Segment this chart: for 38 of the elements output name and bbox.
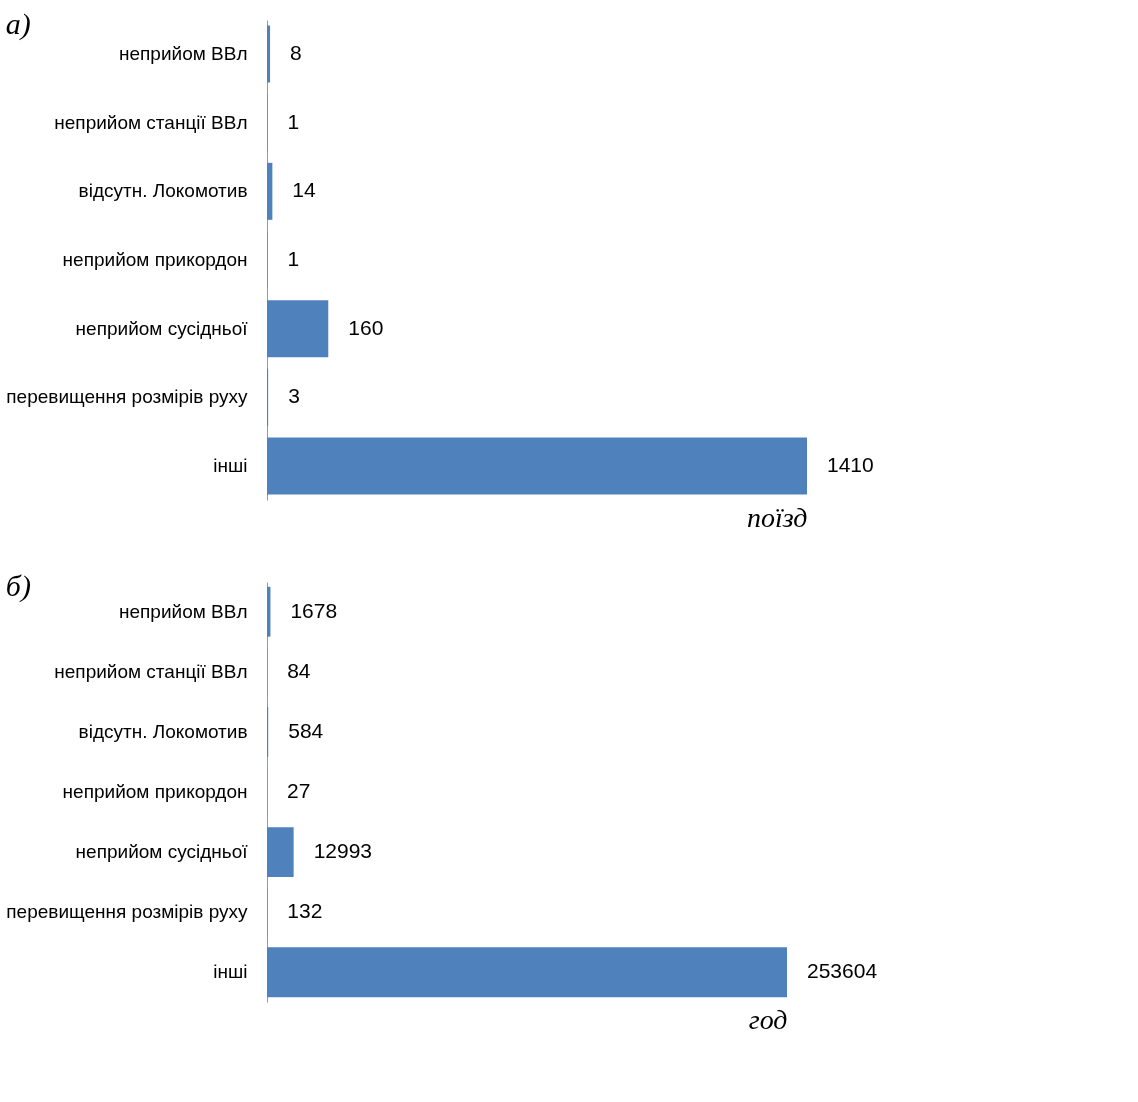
data-label: 1678 [290,598,338,622]
data-label: 584 [288,718,324,742]
data-label: 27 [287,779,311,802]
y-tick-label: неприйом прикордон [62,249,248,270]
y-tick-label: неприйом прикордон [62,781,248,802]
data-label: 132 [287,899,323,923]
data-label: 160 [348,315,384,339]
y-tick-label: неприйом сусідньої [75,317,249,339]
y-tick-label: відсутн. Локомотив [78,720,248,742]
y-tick-label: інші [213,961,248,983]
text: а) [5,7,31,41]
x-axis-title: год [748,1003,788,1035]
y-tick-label: неприйом сусідньої [75,841,249,863]
text: б) [5,569,31,603]
data-label: 12993 [313,839,373,863]
data-label: 1410 [827,453,874,477]
data-label: 253604 [807,959,878,983]
bar [267,947,787,998]
y-tick-label: неприйом станції ВВл [54,111,248,133]
y-tick-label: неприйом ВВл [119,600,248,622]
data-label: 84 [287,658,311,682]
y-tick-label: неприйом станції ВВл [54,660,248,682]
data-label: 14 [292,178,317,202]
bar [267,162,273,220]
data-label: 3 [288,384,300,408]
data-label: 8 [290,40,302,64]
y-tick-label: неприйом ВВл [119,42,248,64]
bar [267,300,329,358]
bar [267,437,807,495]
bar [267,25,271,83]
x-axis-title: поїзд [747,501,808,533]
bar [267,827,294,878]
y-tick-label: перевищення розмірів руху [6,386,248,408]
y-tick-label: перевищення розмірів руху [6,901,248,923]
y-tick-label: інші [213,455,248,477]
y-tick-label: відсутн. Локомотив [78,180,248,202]
data-label: 1 [287,109,300,133]
data-label: 1 [287,247,300,270]
